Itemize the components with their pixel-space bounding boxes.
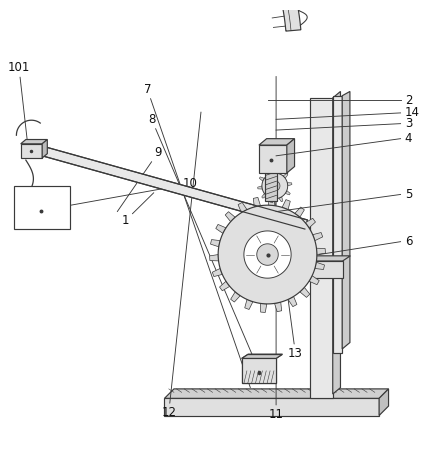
Text: 9: 9 (117, 146, 162, 211)
Bar (14, 186, 70, 229)
Polygon shape (253, 198, 260, 207)
Polygon shape (212, 269, 222, 277)
Text: 101: 101 (8, 62, 30, 140)
Polygon shape (274, 302, 282, 312)
Polygon shape (165, 398, 379, 415)
Polygon shape (219, 281, 230, 291)
Polygon shape (259, 139, 295, 145)
Polygon shape (300, 287, 310, 297)
Bar (259, 145, 287, 173)
Text: 4: 4 (405, 132, 413, 145)
Text: 6: 6 (405, 235, 413, 248)
Polygon shape (257, 244, 278, 265)
Polygon shape (245, 299, 253, 309)
Polygon shape (262, 173, 288, 199)
Polygon shape (40, 146, 308, 229)
Polygon shape (333, 92, 340, 394)
Text: 11: 11 (269, 76, 283, 421)
Polygon shape (210, 255, 219, 261)
Polygon shape (218, 205, 317, 304)
Polygon shape (285, 191, 290, 195)
Polygon shape (282, 200, 290, 210)
Text: 7: 7 (143, 83, 250, 387)
Polygon shape (225, 211, 235, 222)
Polygon shape (268, 197, 274, 206)
Polygon shape (313, 233, 323, 241)
Polygon shape (270, 180, 280, 191)
Text: 3: 3 (405, 117, 412, 130)
Polygon shape (242, 355, 282, 358)
Polygon shape (279, 197, 283, 202)
Polygon shape (287, 139, 295, 173)
Polygon shape (216, 224, 226, 233)
Text: 1: 1 (122, 193, 154, 227)
Text: 14: 14 (405, 106, 420, 119)
Polygon shape (210, 240, 220, 247)
Polygon shape (238, 202, 247, 213)
Polygon shape (342, 92, 350, 349)
Text: 13: 13 (267, 145, 303, 360)
Text: 10: 10 (59, 177, 198, 207)
Polygon shape (288, 296, 297, 307)
Polygon shape (317, 248, 325, 255)
Polygon shape (287, 183, 292, 186)
Polygon shape (143, 0, 301, 31)
Polygon shape (260, 304, 267, 313)
Bar (244, 261, 343, 278)
Bar (265, 172, 277, 201)
Polygon shape (295, 207, 305, 217)
Text: 12: 12 (161, 112, 201, 419)
Polygon shape (165, 389, 388, 398)
Bar (333, 96, 342, 353)
Polygon shape (283, 173, 288, 178)
Polygon shape (262, 194, 267, 198)
Polygon shape (242, 354, 283, 358)
Polygon shape (257, 186, 262, 189)
Text: 2: 2 (405, 93, 413, 106)
Polygon shape (305, 218, 315, 228)
Polygon shape (309, 276, 319, 285)
Polygon shape (244, 256, 350, 261)
Bar (242, 358, 276, 383)
Polygon shape (21, 140, 48, 144)
Text: 5: 5 (405, 188, 412, 201)
Polygon shape (231, 292, 240, 302)
Polygon shape (379, 389, 388, 415)
Polygon shape (244, 231, 291, 278)
Polygon shape (315, 262, 324, 269)
Bar (242, 358, 276, 383)
Polygon shape (271, 198, 274, 203)
Polygon shape (267, 170, 271, 175)
Polygon shape (42, 140, 48, 158)
Bar (21, 144, 42, 158)
Polygon shape (259, 177, 264, 181)
Polygon shape (276, 169, 279, 174)
Text: 8: 8 (148, 113, 254, 358)
Bar (311, 98, 333, 398)
